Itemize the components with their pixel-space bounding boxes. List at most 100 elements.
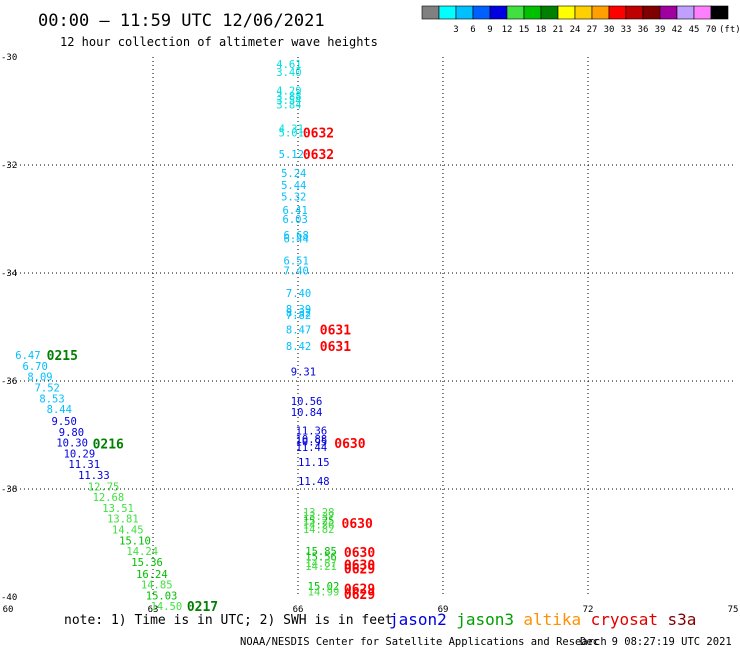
wave-height-point: 11.48	[298, 476, 330, 488]
colorbar-tick-label: 45	[689, 25, 700, 35]
colorbar-swatch	[625, 5, 644, 20]
wave-height-labels: 4.613.40 4.293.883.543.84 4.315.01 5.12 5.24…	[15, 59, 339, 613]
wave-height-point: 5.01	[279, 128, 304, 140]
wave-height-point: 13.81	[107, 514, 139, 526]
colorbar-swatch	[523, 5, 542, 20]
wave-height-point: 5.32	[281, 191, 306, 203]
wave-height-point: 6.47	[15, 350, 40, 362]
colorbar-tick-label: 36	[638, 25, 649, 35]
legend-altika: altika	[523, 610, 581, 629]
wave-height-point: 15.36	[131, 557, 163, 569]
wave-height-point: 13.37	[303, 511, 335, 523]
x-tick-label: 75	[728, 605, 739, 615]
pass-time-label: 0630	[342, 517, 373, 532]
wave-height-point: 6.51	[284, 256, 309, 268]
colorbar-swatch	[421, 5, 440, 20]
wave-height-point: 15.85	[305, 546, 337, 558]
colorbar-tick-label: 70	[706, 25, 717, 35]
wave-height-point: 10.84	[291, 407, 323, 419]
colorbar-tick-label: 6	[470, 25, 475, 35]
axis-tick-labels: 60 63 66 69 72 75 -30 -32 -34 -36 -38 -40	[1, 53, 738, 615]
wave-height-point: 5.24	[281, 168, 306, 180]
x-tick-label: 63	[148, 605, 159, 615]
colorbar-swatch	[676, 5, 695, 20]
colorbar-tick-label: 33	[621, 25, 632, 35]
wave-height-point: 11.31	[68, 459, 100, 471]
chart-title: 00:00 — 11:59 UTC 12/06/2021	[38, 11, 325, 31]
colorbar-swatch	[489, 5, 508, 20]
wave-height-point: 12.68	[93, 492, 125, 504]
y-tick-label: -32	[1, 161, 17, 171]
wave-height-point: 6.70	[23, 361, 48, 373]
wave-height-point: 11.44	[296, 442, 328, 454]
wave-height-point: 15.25	[303, 515, 335, 527]
pass-time-label: 0631	[320, 340, 351, 355]
plot-grid	[8, 57, 733, 597]
colorbar-swatch	[438, 5, 457, 20]
colorbar-tick-label: 27	[587, 25, 598, 35]
colorbar-swatch	[608, 5, 627, 20]
wave-height-point: 12.75	[88, 481, 120, 493]
wave-height-point: 5.44	[281, 180, 306, 192]
wave-height-point: 14.99	[308, 587, 340, 599]
colorbar-swatch	[455, 5, 474, 20]
wave-height-point: 13.28	[303, 507, 335, 519]
footer-timestamp: Dec 9 08:27:19 UTC 2021	[580, 636, 732, 648]
wave-height-point: 5.12	[279, 149, 304, 161]
wave-height-point: 6.03	[283, 214, 308, 226]
y-tick-label: -30	[1, 53, 17, 63]
pass-time-label: 0630	[344, 546, 375, 561]
pass-time-label: 0629	[344, 562, 375, 577]
wave-height-point: 6.41	[283, 205, 308, 217]
pass-time-label: 0629	[344, 582, 375, 597]
footer-note: note: 1) Time is in UTC; 2) SWH is in fe…	[64, 613, 393, 628]
wave-height-point: 14.87	[305, 558, 337, 570]
colorbar-swatch	[540, 5, 559, 20]
wave-height-point: 11.33	[78, 470, 110, 482]
pass-time-label: 0632	[303, 127, 334, 142]
pass-time-label: 0630	[344, 559, 375, 574]
colorbar-swatch	[557, 5, 576, 20]
legend-cryosat: cryosat	[591, 610, 658, 629]
colorbar-swatch	[693, 5, 712, 20]
chart-subtitle: 12 hour collection of altimeter wave hei…	[60, 35, 378, 49]
pass-time-label: 0631	[320, 324, 351, 339]
wave-height-point: 16.24	[136, 569, 168, 581]
legend-s3a: s3a	[668, 610, 697, 629]
wave-height-point: 10.30	[56, 438, 88, 450]
wave-height-point: 14.24	[126, 546, 158, 558]
colorbar-tick-label: 12	[502, 25, 513, 35]
wave-height-point: 14.85	[141, 580, 173, 592]
colorbar-tick-label: 30	[604, 25, 615, 35]
wave-height-point: 14.26	[303, 520, 335, 532]
colorbar-tick-label: 42	[672, 25, 683, 35]
wave-height-point: 8.32	[286, 307, 311, 319]
wave-height-point: 3.40	[276, 67, 301, 79]
colorbar-tick-label: 21	[553, 25, 564, 35]
legend-jason2: jason2	[389, 610, 447, 629]
wave-height-point: 3.88	[276, 91, 301, 103]
wave-height-point: 13.51	[102, 503, 134, 515]
wave-height-point: 9.31	[291, 366, 316, 378]
colorbar-swatch	[710, 5, 729, 20]
colorbar-swatch	[591, 5, 610, 20]
colorbar-unit: (ft)	[719, 25, 740, 35]
colorbar-legend: 3 6 9 12 15 18 21 24 27 30 33 36 39 42 45 70 (ft)	[421, 5, 740, 35]
colorbar-tick-label: 24	[570, 25, 581, 35]
wave-height-point: 8.47	[286, 325, 311, 337]
colorbar-swatch	[472, 5, 491, 20]
x-tick-label: 69	[438, 605, 449, 615]
y-tick-label: -34	[1, 269, 17, 279]
wave-height-point: 10.95	[296, 436, 328, 448]
colorbar-swatch	[659, 5, 678, 20]
wave-height-point: 15.56	[305, 552, 337, 564]
colorbar-tick-label: 9	[487, 25, 492, 35]
wave-height-point: 4.31	[279, 123, 304, 135]
wave-height-point: 8.44	[47, 404, 72, 416]
wave-height-point: 10.29	[64, 448, 96, 460]
wave-height-point: 8.53	[39, 393, 64, 405]
pass-time-label: 0632	[303, 148, 334, 163]
colorbar-tick-label: 18	[536, 25, 547, 35]
pass-time-label: 0217	[187, 600, 218, 615]
